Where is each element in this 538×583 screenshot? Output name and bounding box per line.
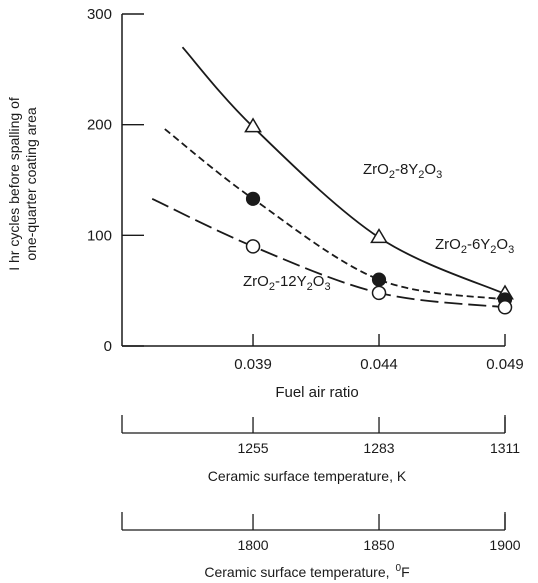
x-ticks: 0.039 0.044 0.049 [234,334,524,373]
y-tick-label: 300 [87,6,112,23]
kelvin-axis [121,415,506,434]
kelvin-ticks: 1255 1283 1311 [237,417,520,456]
fahrenheit-ticks: 1800 1850 1900 [237,514,521,553]
kelvin-tick-label: 1311 [490,440,520,456]
fahrenheit-tick-label: 1850 [363,537,394,553]
x-tick-label: 0.044 [360,356,398,373]
y-axis-title-line1: I hr cycles before spalling of [6,97,22,271]
x-tick-label: 0.039 [234,356,272,373]
data-point-filled-circle [371,272,387,287]
series-markers [244,117,514,315]
data-point-filled-circle [245,191,261,206]
series-label-zro2-6y2o3: ZrO2-6Y2O3 [435,236,514,256]
fahrenheit-axis [121,512,506,531]
series-curves [151,46,506,309]
x-axis-title: Fuel air ratio [275,384,358,401]
x-tick-label: 0.049 [486,356,524,373]
kelvin-tick-label: 1255 [237,440,268,456]
fahrenheit-axis-title: Ceramic surface temperature, 0F [204,563,409,580]
main-axes [121,14,505,347]
y-axis-title-line2: one-quarter coating area [23,107,39,261]
y-tick-label: 200 [87,117,112,134]
series-line [164,128,506,301]
fahrenheit-tick-label: 1800 [237,537,268,553]
data-point-triangle [244,117,262,133]
data-point-open-circle [497,300,513,315]
data-point-open-circle [371,285,387,301]
series-line [181,46,506,295]
y-tick-label: 100 [87,227,112,244]
series-line [151,197,506,309]
fahrenheit-tick-label: 1900 [489,537,520,553]
y-tick-label: 0 [104,338,112,355]
y-ticks: 0 100 200 300 [87,6,144,355]
series-label-zro2-12y2o3: ZrO2-12Y2O3 [243,273,331,293]
series-label-zro2-8y2o3: ZrO2-8Y2O3 [363,161,442,181]
data-point-open-circle [245,239,261,254]
kelvin-tick-label: 1283 [363,440,394,456]
kelvin-axis-title: Ceramic surface temperature, K [208,468,407,484]
data-point-triangle [370,228,388,244]
